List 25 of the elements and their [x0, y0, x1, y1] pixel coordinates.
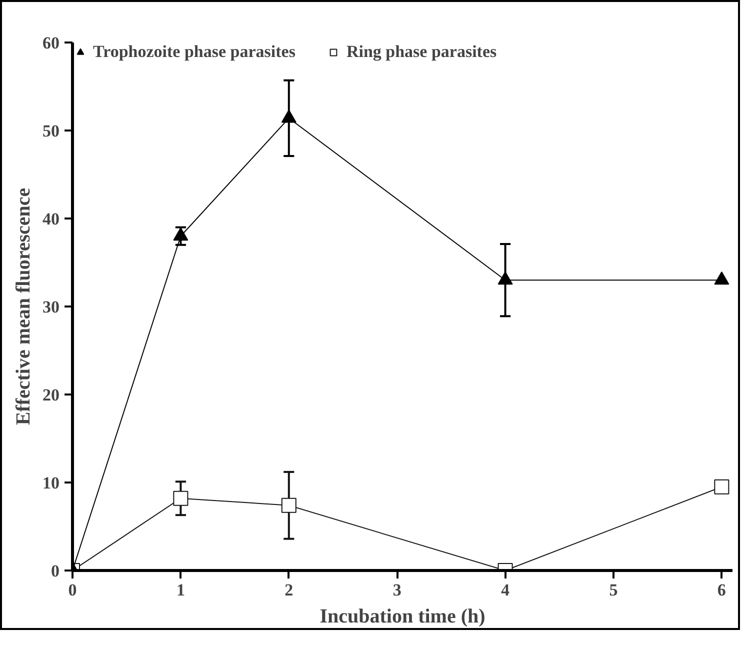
x-tick-label: 5 [609, 580, 618, 600]
y-tick-label: 0 [51, 562, 60, 580]
x-tick-label: 3 [392, 580, 402, 600]
point [281, 498, 296, 513]
point [714, 272, 730, 285]
point [281, 110, 296, 123]
y-tick-label: 20 [42, 386, 60, 404]
point [498, 272, 513, 285]
x-tick-label: 4 [501, 580, 510, 600]
point [173, 228, 188, 241]
x-tick-label: 6 [717, 580, 726, 600]
y-tick-label: 50 [42, 122, 60, 140]
legend-label: Trophozoite phase parasites [93, 42, 296, 62]
x-axis-title: Incubation time (h) [320, 606, 486, 628]
point [714, 479, 730, 494]
y-axis-title: Effective mean fluorescence [12, 188, 34, 426]
y-tick-label: 60 [42, 34, 60, 52]
legend-label: Ring phase parasites [346, 42, 497, 62]
x-tick-label: 2 [284, 580, 294, 600]
y-tick-label: 30 [42, 298, 60, 316]
y-tick-label: 40 [42, 210, 60, 228]
x-tick-label: 0 [68, 580, 77, 600]
x-tick-label: 1 [176, 580, 185, 600]
point [173, 490, 188, 506]
y-tick-label: 10 [42, 474, 60, 492]
